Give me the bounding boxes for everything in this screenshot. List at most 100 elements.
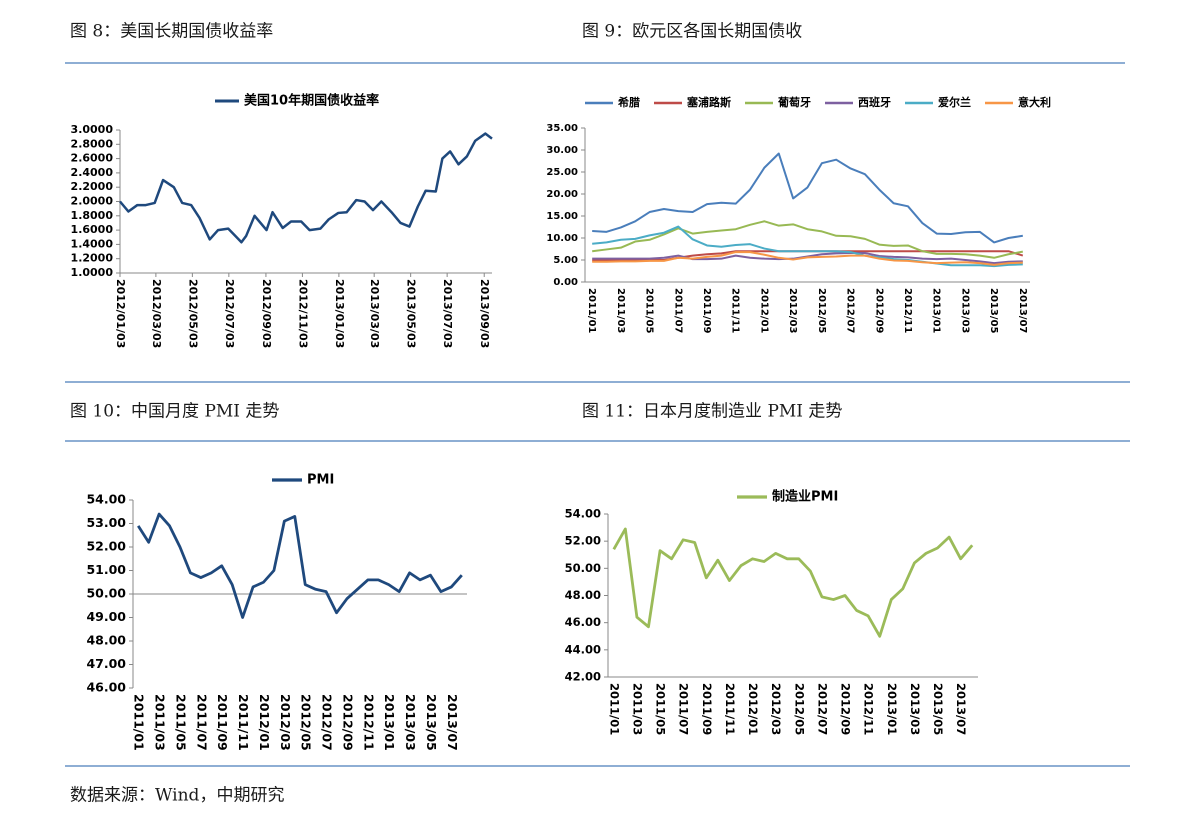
x-tick-label: 2012/09 xyxy=(873,288,884,333)
y-tick-label: 49.00 xyxy=(86,609,126,624)
source: 数据来源：Wind，中期研究 xyxy=(70,786,284,806)
legend-label: 爱尔兰 xyxy=(938,95,971,109)
y-tick-label: 46.00 xyxy=(86,680,126,695)
x-tick-label: 2012/01 xyxy=(758,288,769,333)
y-tick-label: 20.00 xyxy=(546,189,578,200)
x-tick-label: 2013/01 xyxy=(885,683,899,735)
x-tick-label: 2011/01 xyxy=(607,683,621,735)
y-tick-label: 46.00 xyxy=(565,615,601,629)
y-tick-label: 2.8000 xyxy=(71,137,114,150)
x-tick-label: 2012/05 xyxy=(792,683,806,735)
y-tick-label: 0.00 xyxy=(553,277,578,288)
y-tick-label: 10.00 xyxy=(546,233,578,244)
y-tick-label: 52.00 xyxy=(565,534,601,548)
x-tick-label: 2012/11 xyxy=(862,683,876,735)
y-tick-label: 53.00 xyxy=(86,515,126,530)
y-tick-label: 1.2000 xyxy=(71,252,114,265)
y-tick-label: 1.0000 xyxy=(71,266,114,279)
y-tick-label: 3.0000 xyxy=(71,123,114,136)
y-tick-label: 2.4000 xyxy=(71,166,114,179)
x-tick-label: 2011/05 xyxy=(644,288,655,333)
y-tick-label: 52.00 xyxy=(86,539,126,554)
legend-label: 西班牙 xyxy=(858,95,891,109)
figure-title: 图 10：中国月度 PMI 走势 xyxy=(70,402,279,422)
x-tick-label: 2013/07 xyxy=(1017,288,1028,333)
series-line xyxy=(592,220,1024,259)
x-tick-label: 2011/09 xyxy=(700,683,714,735)
x-tick-label: 2011/09 xyxy=(701,288,712,333)
x-tick-label: 2011/05 xyxy=(654,683,668,735)
legend-label: 制造业PMI xyxy=(772,489,838,505)
y-tick-label: 50.00 xyxy=(86,586,126,601)
series-line xyxy=(119,132,493,244)
y-tick-label: 35.00 xyxy=(546,123,578,134)
x-tick-label: 2013/03 xyxy=(403,694,418,751)
x-tick-label: 2012/03 xyxy=(787,288,798,333)
y-tick-label: 48.00 xyxy=(565,588,601,602)
series-line xyxy=(137,512,463,619)
x-tick-label: 2013/07 xyxy=(954,683,968,735)
legend-label: 意大利 xyxy=(1018,95,1051,109)
series-line xyxy=(592,152,1023,244)
x-tick-label: 2011/11 xyxy=(236,694,251,751)
x-tick-label: 2012/09 xyxy=(340,694,355,751)
legend-label: 美国10年期国债收益率 xyxy=(244,93,379,109)
x-tick-label: 2011/01 xyxy=(586,288,597,333)
y-tick-label: 54.00 xyxy=(86,492,126,507)
y-tick-label: 42.00 xyxy=(565,670,601,684)
x-tick-label: 2011/11 xyxy=(730,288,741,333)
x-tick-label: 2012/11 xyxy=(361,694,376,751)
x-tick-label: 2012/05 xyxy=(816,288,827,333)
x-tick-label: 2012/11/03 xyxy=(296,279,309,348)
x-tick-label: 2013/01/03 xyxy=(333,279,346,348)
y-tick-label: 1.8000 xyxy=(71,209,114,222)
figure-title: 图 11：日本月度制造业 PMI 走势 xyxy=(582,402,842,422)
y-tick-label: 50.00 xyxy=(565,561,601,575)
x-tick-label: 2011/05 xyxy=(173,694,188,751)
x-tick-label: 2012/07 xyxy=(845,288,856,333)
x-tick-label: 2013/03 xyxy=(908,683,922,735)
x-tick-label: 2013/03 xyxy=(959,288,970,333)
x-tick-label: 2013/05 xyxy=(424,694,439,751)
x-tick-label: 2012/05/03 xyxy=(186,279,199,348)
x-tick-label: 2011/09 xyxy=(215,694,230,751)
y-tick-label: 54.00 xyxy=(565,507,601,521)
x-tick-label: 2011/07 xyxy=(194,694,209,751)
x-tick-label: 2013/05/03 xyxy=(405,279,418,348)
x-tick-label: 2012/09 xyxy=(839,683,853,735)
y-tick-label: 25.00 xyxy=(546,167,578,178)
y-tick-label: 1.6000 xyxy=(71,223,114,236)
x-tick-label: 2012/01 xyxy=(257,694,272,751)
x-tick-label: 2013/03/03 xyxy=(368,279,381,348)
legend-label: 塞浦路斯 xyxy=(686,95,731,109)
figure-title: 图 9：欧元区各国长期国债收 xyxy=(582,22,802,42)
x-tick-label: 2013/05 xyxy=(931,683,945,735)
x-tick-label: 2011/01 xyxy=(132,694,147,751)
y-tick-label: 5.00 xyxy=(553,255,578,266)
legend-label: PMI xyxy=(307,473,334,488)
x-tick-label: 2012/07/03 xyxy=(223,279,236,348)
x-tick-label: 2012/05 xyxy=(299,694,314,751)
y-tick-label: 1.4000 xyxy=(71,237,114,250)
legend-label: 葡萄牙 xyxy=(777,95,811,109)
x-tick-label: 2013/07/03 xyxy=(441,279,454,348)
y-tick-label: 30.00 xyxy=(546,145,578,156)
x-tick-label: 2011/07 xyxy=(672,288,683,333)
x-tick-label: 2012/11 xyxy=(902,288,913,333)
y-tick-label: 47.00 xyxy=(86,656,126,671)
x-tick-label: 2013/01 xyxy=(931,288,942,333)
x-tick-label: 2011/07 xyxy=(677,683,691,735)
x-tick-label: 2012/01 xyxy=(746,683,760,735)
x-tick-label: 2012/01/03 xyxy=(114,279,127,348)
x-tick-label: 2013/01 xyxy=(382,694,397,751)
y-tick-label: 15.00 xyxy=(546,211,578,222)
y-tick-label: 44.00 xyxy=(565,642,601,656)
y-tick-label: 2.0000 xyxy=(71,195,114,208)
x-tick-label: 2013/05 xyxy=(988,288,999,333)
x-tick-label: 2013/07 xyxy=(445,694,460,751)
series-line xyxy=(612,527,974,638)
x-tick-label: 2012/07 xyxy=(320,694,335,751)
x-tick-label: 2013/09/03 xyxy=(478,279,491,348)
x-tick-label: 2011/11 xyxy=(723,683,737,735)
